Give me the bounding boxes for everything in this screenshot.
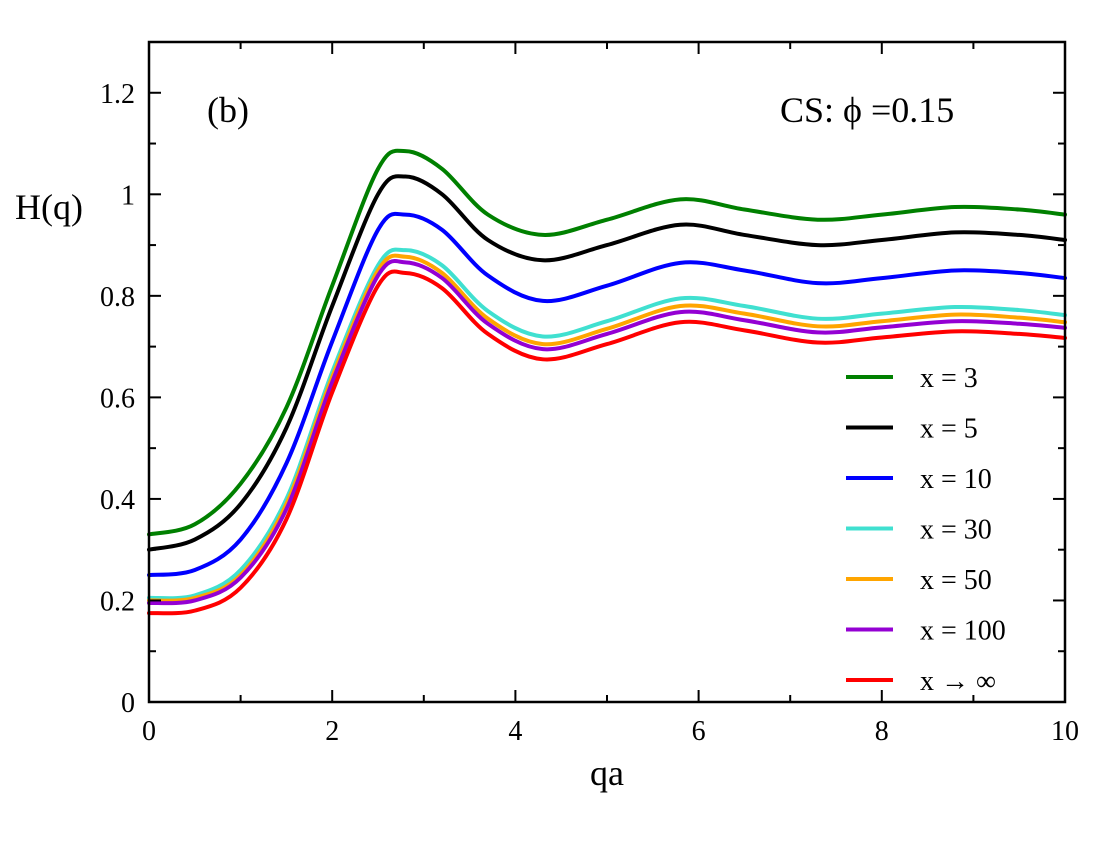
x-tick-label: 4	[508, 716, 522, 747]
legend-label: x = 100	[920, 616, 1006, 647]
y-axis: 0 0.2 0.4 0.6 0.8 1 1.2	[100, 41, 1065, 719]
y-axis-title: H(q)	[15, 187, 83, 227]
series-line-3	[147, 211, 1067, 578]
legend-label: x = 5	[920, 414, 978, 445]
x-axis: 0 2 4 6 8 10	[142, 42, 1079, 747]
y-tick-label: 1	[121, 180, 135, 211]
x-tick-label: 2	[325, 716, 339, 747]
legend: x = 3 x = 5 x = 10 x = 30 x = 50 x = 100 x → ∞	[846, 363, 1006, 697]
panel-label: (b)	[207, 90, 249, 130]
series-line-5	[147, 253, 1067, 603]
legend-label: x = 30	[920, 515, 992, 546]
series-line-4	[147, 247, 1067, 601]
x-tick-label: 8	[875, 716, 889, 747]
series-line-6	[147, 259, 1067, 606]
x-tick-label: 6	[692, 716, 706, 747]
y-tick-label: 0.8	[100, 282, 135, 313]
legend-label: x = 3	[920, 363, 978, 394]
curves-group	[147, 148, 1067, 616]
series-line-2	[147, 174, 1067, 552]
x-axis-title: qa	[590, 753, 624, 793]
x-tick-label: 10	[1051, 716, 1079, 747]
composition-annotation: CS: ϕ =0.15	[780, 90, 954, 130]
y-tick-label: 0.2	[100, 586, 135, 617]
x-tick-label: 0	[142, 716, 156, 747]
legend-label: x = 10	[920, 464, 992, 495]
y-tick-label: 1.2	[100, 79, 135, 110]
series-line-1	[147, 148, 1067, 537]
y-tick-label: 0	[121, 688, 135, 719]
legend-label: x → ∞	[920, 666, 996, 697]
y-tick-label: 0.6	[100, 383, 135, 414]
y-tick-label: 0.4	[100, 485, 135, 516]
legend-label: x = 50	[920, 565, 992, 596]
series-line-7	[147, 269, 1067, 616]
